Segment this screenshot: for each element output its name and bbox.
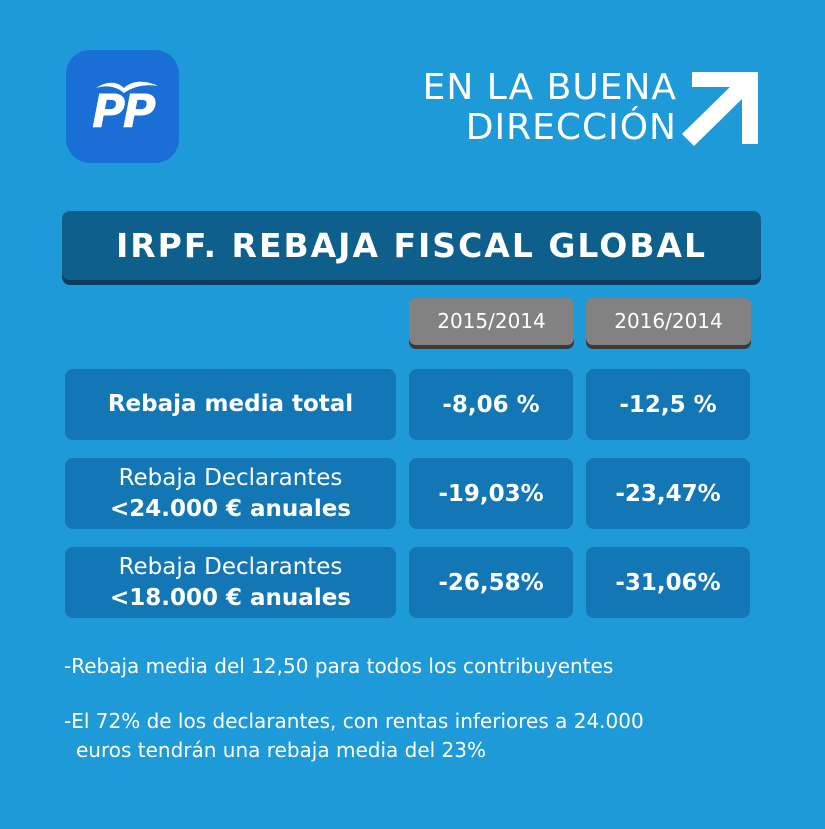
note-line-1: -El 72% de los declarantes, con rentas i… xyxy=(64,709,644,733)
column-header-2016: 2016/2014 xyxy=(586,298,751,345)
row-label: Rebaja Declarantes <18.000 € anuales xyxy=(65,547,396,618)
value-cell: -12,5 % xyxy=(586,369,750,440)
row-label-line-2: <24.000 € anuales xyxy=(109,495,351,522)
row-label: Rebaja media total xyxy=(65,369,396,440)
value-cell: -19,03% xyxy=(409,458,573,529)
note: -El 72% de los declarantes, con rentas i… xyxy=(64,707,644,765)
row-label-line-2: Rebaja media total xyxy=(107,391,354,417)
note: -Rebaja media del 12,50 para todos los c… xyxy=(64,652,613,681)
row-label: Rebaja Declarantes <24.000 € anuales xyxy=(65,458,396,529)
slogan-line-1: EN LA BUENA xyxy=(422,67,677,108)
logo-text: PP xyxy=(91,84,156,138)
value-cell: -26,58% xyxy=(409,547,573,618)
row-label-line-1: Rebaja Declarantes xyxy=(118,553,343,580)
gull-icon xyxy=(96,81,158,93)
row-label-line-2: <18.000 € anuales xyxy=(109,584,351,611)
slogan: EN LA BUENA DIRECCIÓN xyxy=(423,68,677,148)
pp-logo: PP xyxy=(66,50,179,163)
row-label-line-1: Rebaja Declarantes xyxy=(118,464,343,491)
page-title: IRPF. REBAJA FISCAL GLOBAL xyxy=(62,211,761,280)
value-cell: -23,47% xyxy=(586,458,750,529)
slogan-line-2: DIRECCIÓN xyxy=(465,107,677,148)
value-cell: -31,06% xyxy=(586,547,750,618)
note-line-1: -Rebaja media del 12,50 para todos los c… xyxy=(64,654,614,678)
column-header-2015: 2015/2014 xyxy=(409,298,574,345)
arrow-up-right-icon xyxy=(682,72,758,146)
value-cell: -8,06 % xyxy=(409,369,573,440)
note-line-2: euros tendrán una rebaja media del 23% xyxy=(76,738,486,762)
